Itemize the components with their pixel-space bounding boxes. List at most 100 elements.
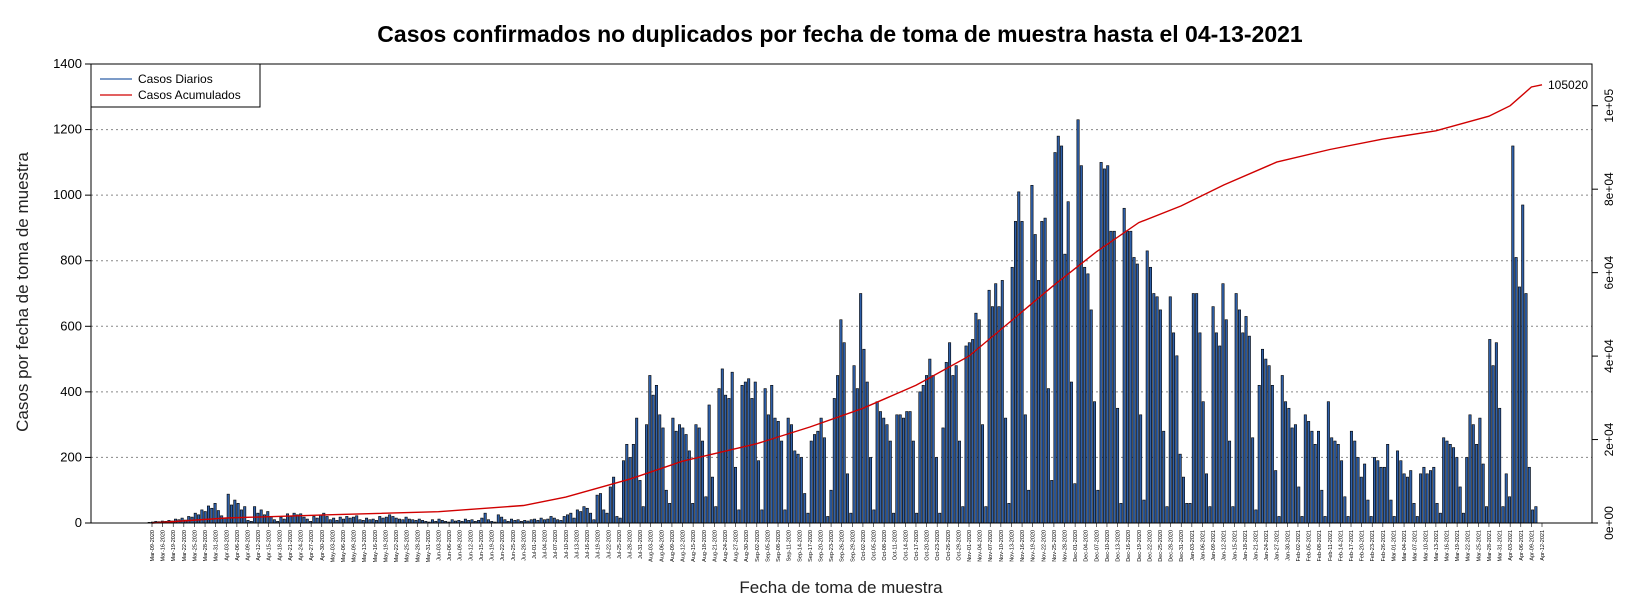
bar	[766, 414, 770, 524]
bar	[345, 516, 349, 524]
x-tick-label: Dec-22-2020	[1147, 530, 1153, 562]
bar	[1485, 506, 1488, 524]
bar	[1429, 470, 1432, 524]
bar	[971, 339, 975, 524]
x-tick-label: Mar-25-2020	[192, 530, 198, 562]
x-tick-label: Dec-10-2020	[1105, 530, 1111, 562]
x-tick-label: Nov-22-2020	[1041, 530, 1047, 562]
bar	[1056, 135, 1060, 524]
bar	[378, 516, 382, 524]
bar	[338, 516, 342, 524]
bar	[1527, 466, 1531, 524]
bar	[269, 516, 273, 524]
bar	[342, 518, 346, 524]
bar	[664, 489, 668, 524]
bar	[994, 283, 998, 524]
x-tick-label: Apr-27-2020	[309, 530, 315, 561]
bar	[984, 506, 988, 524]
bar	[398, 518, 401, 524]
legend-label-daily: Casos Diarios	[138, 72, 213, 86]
x-tick-label: Feb-23-2021	[1370, 530, 1376, 562]
bar	[928, 358, 932, 524]
x-tick-label: Mar-22-2020	[182, 530, 188, 562]
bar	[878, 411, 882, 524]
bar	[799, 457, 803, 524]
bar	[1353, 440, 1357, 524]
x-tick-label: Sep-26-2020	[840, 530, 846, 562]
bar	[954, 365, 958, 524]
bar	[628, 457, 632, 524]
x-tick-label: Feb-11-2021	[1328, 530, 1334, 561]
bar	[391, 516, 395, 524]
bar	[750, 398, 754, 524]
bar	[1139, 414, 1143, 524]
bar	[1027, 489, 1031, 524]
bar	[1498, 407, 1502, 524]
bar	[1116, 407, 1120, 524]
x-tick-label: Mar-31-2021	[1498, 530, 1504, 562]
bar	[598, 493, 602, 524]
bar	[1313, 444, 1317, 524]
bar	[763, 388, 767, 524]
bar	[1382, 466, 1386, 524]
y-tick-label: 400	[60, 384, 82, 399]
bar	[882, 417, 886, 524]
x-tick-label: May-16-2020	[373, 530, 379, 562]
bar	[1000, 280, 1004, 524]
bar	[256, 512, 260, 524]
bar	[1501, 506, 1505, 524]
bar	[1412, 503, 1416, 524]
x-tick-label: Jul-13-2020	[574, 530, 580, 559]
bar	[757, 460, 761, 524]
x-tick-label: Mar-07-2021	[1413, 530, 1419, 562]
bar	[793, 450, 797, 524]
bar	[668, 503, 672, 524]
bar	[1241, 332, 1245, 524]
x-tick-label: May-06-2020	[341, 530, 347, 562]
bar	[332, 517, 336, 524]
bar	[622, 460, 625, 524]
bar	[206, 505, 210, 524]
bar	[510, 518, 513, 524]
bar	[661, 427, 665, 524]
bar	[957, 440, 961, 524]
bar	[539, 517, 543, 524]
bar	[1300, 516, 1304, 524]
bar	[641, 506, 645, 524]
bar	[638, 480, 642, 524]
x-tick-label: Dec-13-2020	[1116, 530, 1122, 562]
legend: Casos Diarios Casos Acumulados	[90, 63, 261, 108]
x-tick-label: Dec-31-2020	[1179, 530, 1185, 562]
bar	[1208, 506, 1212, 524]
bar	[625, 444, 629, 524]
bar	[1033, 234, 1037, 524]
x-tick-label: Mar-13-2021	[1434, 530, 1440, 562]
bar	[351, 516, 355, 524]
bar	[1293, 424, 1297, 524]
bar	[839, 319, 843, 524]
bar	[1494, 342, 1498, 524]
bar	[289, 516, 293, 524]
bar	[1396, 450, 1400, 524]
bar	[1422, 466, 1426, 524]
bar	[282, 518, 286, 524]
bar	[1178, 453, 1182, 524]
bar	[842, 342, 846, 524]
bar	[1129, 230, 1133, 524]
bar	[312, 516, 316, 524]
bar	[783, 509, 787, 524]
x-tick-label: Aug-21-2020	[712, 530, 718, 562]
bar	[1340, 460, 1344, 524]
y-tick-label: 600	[60, 318, 82, 333]
bar	[1264, 358, 1268, 524]
bar	[1521, 204, 1525, 524]
bar	[200, 509, 204, 524]
bar	[687, 450, 691, 524]
bar	[315, 517, 319, 524]
bar	[1079, 165, 1083, 524]
bar	[552, 517, 556, 524]
bar	[773, 417, 777, 524]
y2-tick-label: 4e+04	[1602, 339, 1616, 373]
bar	[1063, 253, 1067, 524]
bar	[1188, 503, 1192, 524]
